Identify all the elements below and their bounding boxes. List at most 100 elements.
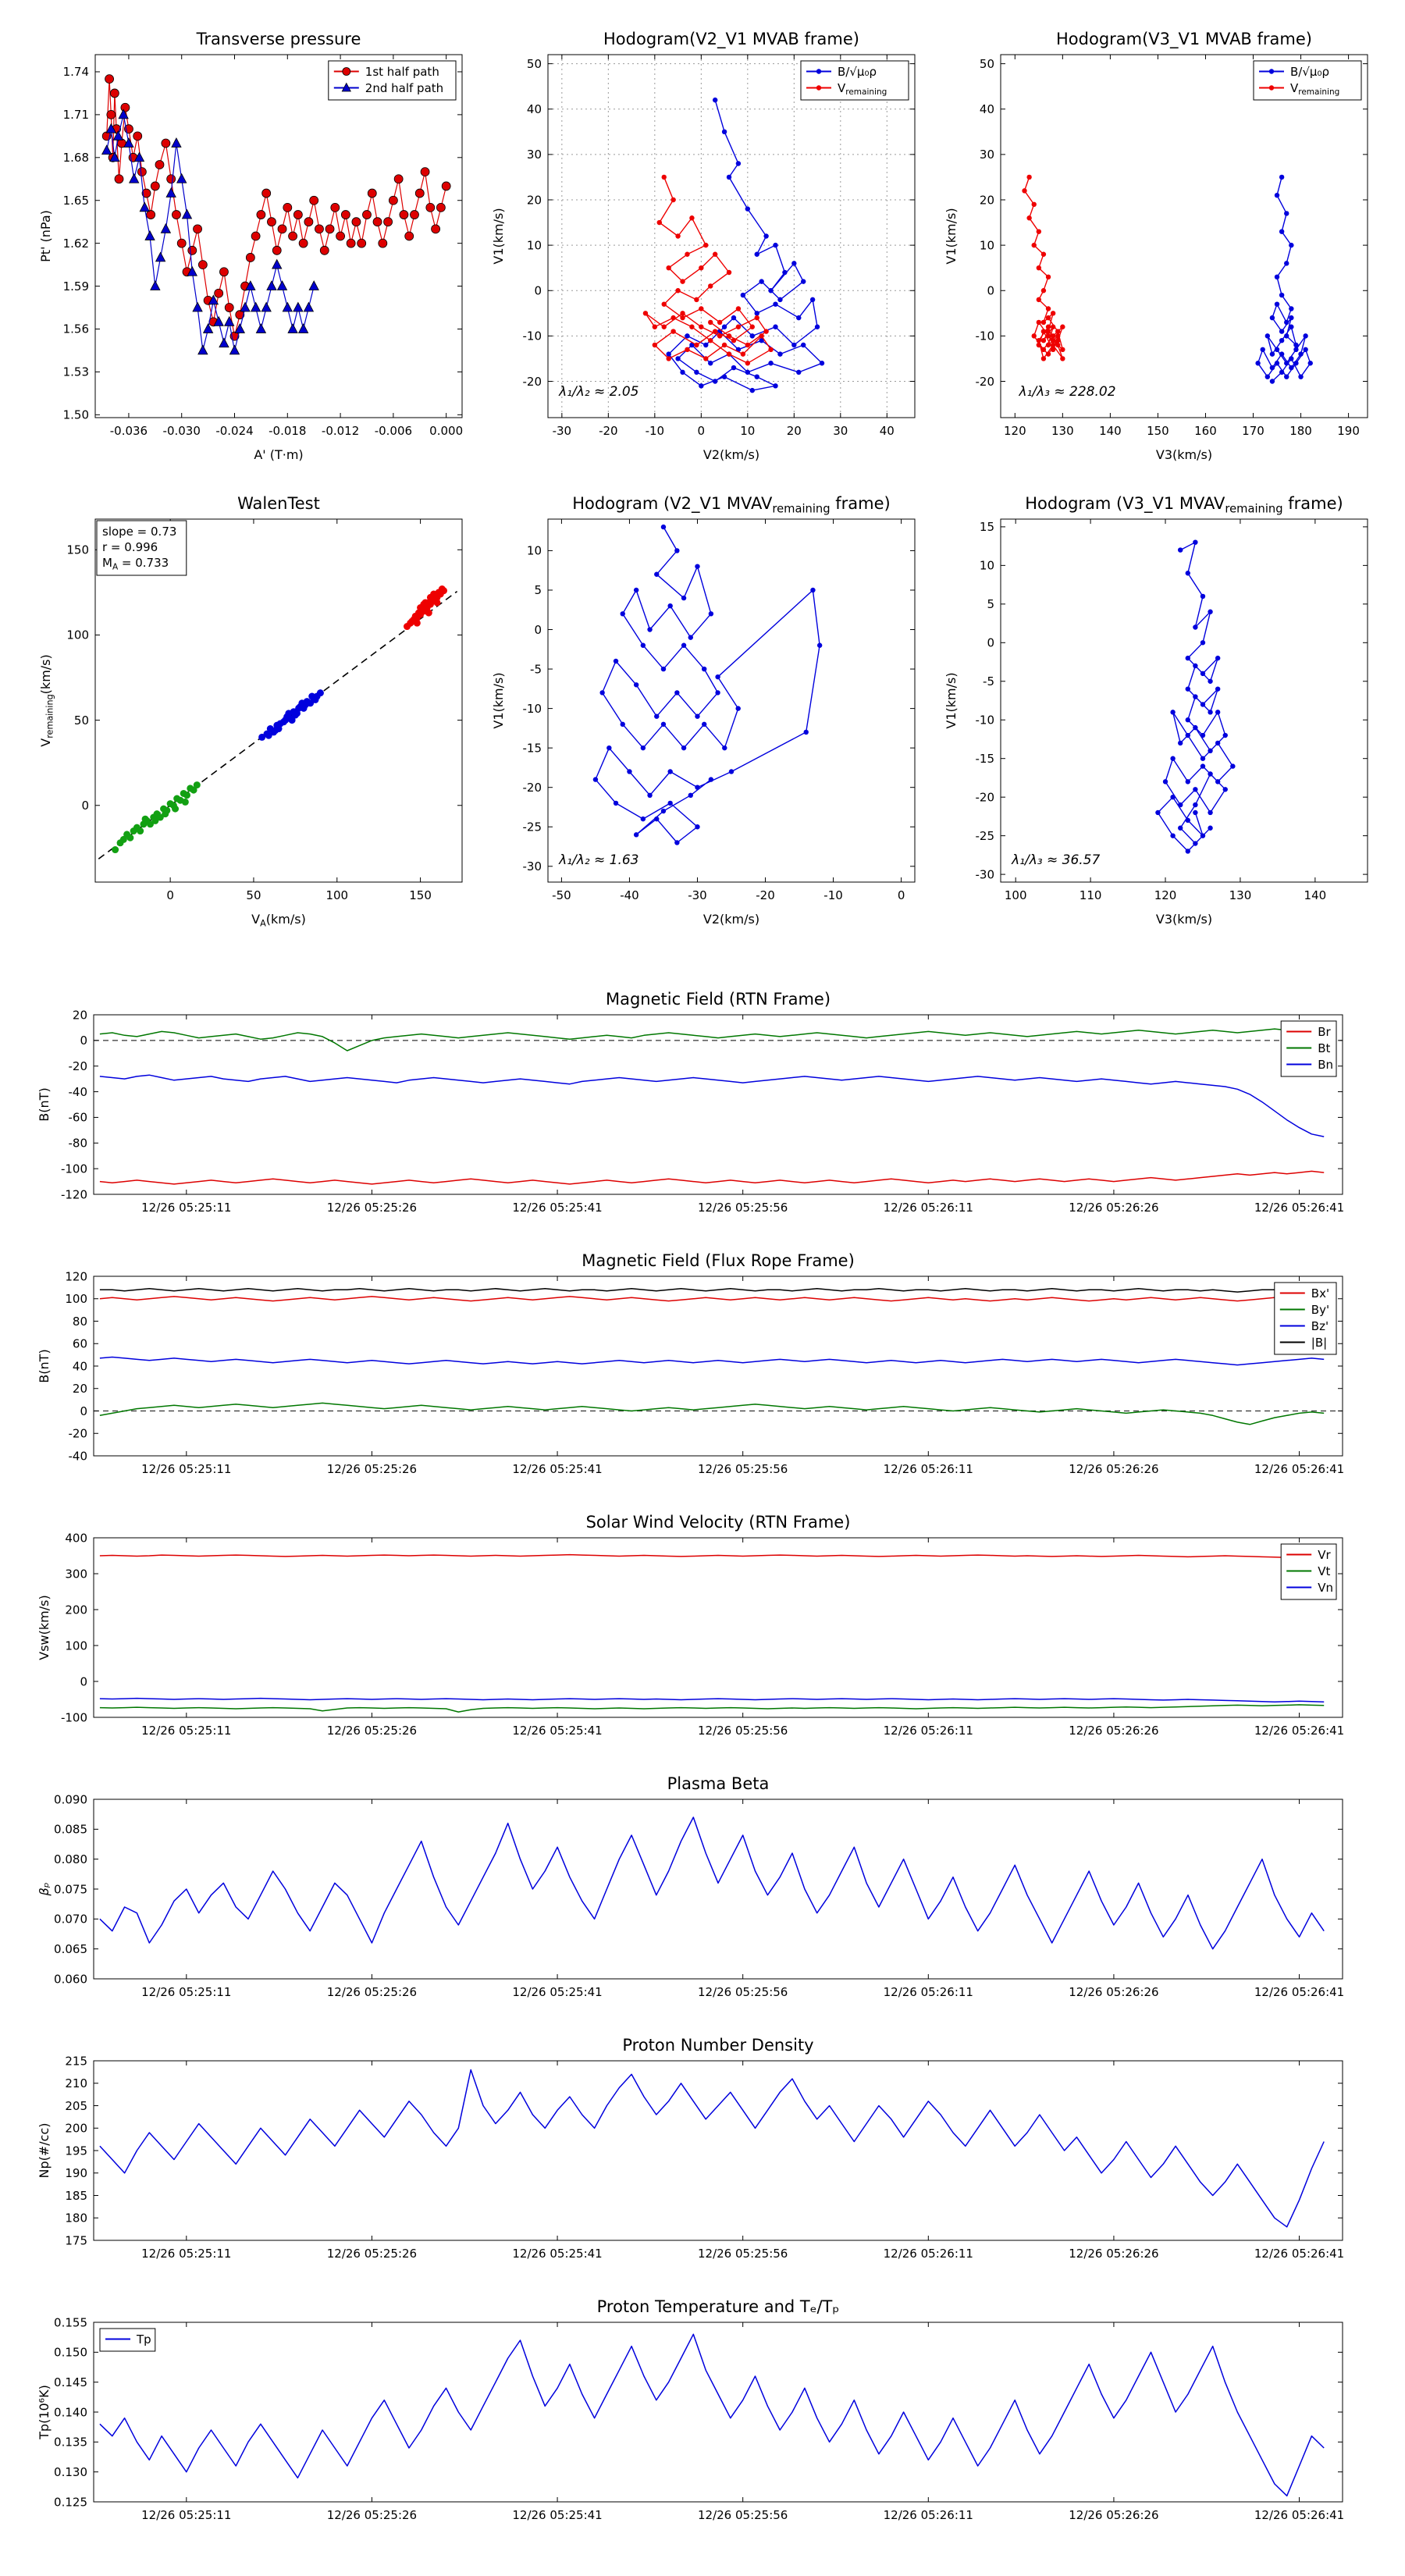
svg-text:60: 60 xyxy=(73,1337,87,1351)
panel-solar-wind-velocity: 12/26 05:25:11 12/26 05:25:26 12/26 05:25:… xyxy=(8,1503,1397,1760)
svg-text:0.130: 0.130 xyxy=(54,2465,87,2479)
svg-text:λ₁/λ₂ ≈ 2.05: λ₁/λ₂ ≈ 2.05 xyxy=(558,384,638,400)
svg-text:0: 0 xyxy=(898,888,905,902)
svg-text:Hodogram (V2_V1 MVAVremaining: Hodogram (V2_V1 MVAVremaining frame) xyxy=(572,494,890,516)
svg-text:0.155: 0.155 xyxy=(54,2315,87,2329)
svg-text:λ₁/λ₃ ≈ 228.02: λ₁/λ₃ ≈ 228.02 xyxy=(1019,384,1116,400)
svg-text:Vr: Vr xyxy=(1318,1548,1331,1562)
svg-text:Bn: Bn xyxy=(1318,1058,1333,1072)
svg-text:12/26 05:25:26: 12/26 05:25:26 xyxy=(327,1462,417,1476)
svg-text:-30: -30 xyxy=(553,424,572,438)
svg-text:WalenTest: WalenTest xyxy=(237,494,320,513)
panel-proton-number-density: 12/26 05:25:11 12/26 05:25:26 12/26 05:25:… xyxy=(8,2026,1397,2283)
svg-text:V1(km/s): V1(km/s) xyxy=(944,672,959,728)
svg-text:0.000: 0.000 xyxy=(429,424,463,438)
svg-text:λ₁/λ₂ ≈ 1.63: λ₁/λ₂ ≈ 1.63 xyxy=(558,852,638,868)
svg-text:Np(#/cc): Np(#/cc) xyxy=(37,2123,52,2179)
svg-text:-100: -100 xyxy=(61,1710,87,1724)
svg-text:-15: -15 xyxy=(976,752,995,766)
svg-text:120: 120 xyxy=(1004,424,1026,438)
svg-text:0.150: 0.150 xyxy=(54,2346,87,2360)
svg-text:180: 180 xyxy=(65,2211,87,2226)
svg-text:0: 0 xyxy=(534,284,542,298)
svg-text:βₚ: βₚ xyxy=(37,1882,52,1896)
svg-text:12/26 05:25:56: 12/26 05:25:56 xyxy=(698,2247,788,2261)
svg-text:12/26 05:25:41: 12/26 05:25:41 xyxy=(512,1201,602,1215)
svg-text:B/√μ₀ρ: B/√μ₀ρ xyxy=(838,65,877,79)
svg-text:12/26 05:26:26: 12/26 05:26:26 xyxy=(1069,1462,1158,1476)
svg-text:-120: -120 xyxy=(61,1187,87,1201)
svg-text:0.125: 0.125 xyxy=(54,2495,87,2509)
svg-text:12/26 05:25:11: 12/26 05:25:11 xyxy=(141,2508,231,2522)
svg-text:-20: -20 xyxy=(523,781,542,795)
svg-text:100: 100 xyxy=(65,1638,87,1653)
svg-text:200: 200 xyxy=(65,1603,87,1617)
svg-text:300: 300 xyxy=(65,1567,87,1581)
svg-text:0: 0 xyxy=(80,1404,87,1418)
svg-text:-20: -20 xyxy=(599,424,618,438)
panel-walen-test: 0 50 100 150 0 50 100 150 WalenTest VA(km/s) Vrema… xyxy=(23,484,476,937)
svg-text:-0.024: -0.024 xyxy=(215,424,253,438)
svg-text:0.145: 0.145 xyxy=(54,2375,87,2389)
svg-text:30: 30 xyxy=(980,148,994,162)
panel-magnetic-field-flux-rope: 12/26 05:25:11 12/26 05:25:26 12/26 05:25:… xyxy=(8,1241,1397,1499)
svg-text:r = 0.996: r = 0.996 xyxy=(102,540,158,554)
svg-text:12/26 05:25:56: 12/26 05:25:56 xyxy=(698,1985,788,1999)
svg-text:400: 400 xyxy=(65,1531,87,1545)
svg-text:B/√μ₀ρ: B/√μ₀ρ xyxy=(1290,65,1329,79)
svg-text:-60: -60 xyxy=(69,1111,88,1125)
svg-text:1.65: 1.65 xyxy=(63,194,89,208)
svg-text:12/26 05:25:56: 12/26 05:25:56 xyxy=(698,2508,788,2522)
svg-text:Tp: Tp xyxy=(136,2332,151,2347)
svg-text:0.075: 0.075 xyxy=(54,1882,87,1896)
svg-text:-10: -10 xyxy=(823,888,843,902)
svg-text:20: 20 xyxy=(527,193,542,207)
svg-text:Hodogram(V3_V1 MVAB frame): Hodogram(V3_V1 MVAB frame) xyxy=(1056,30,1312,49)
svg-text:0: 0 xyxy=(81,799,89,813)
panel-hodogram-v3v1-mvab: 120 130 140 150 160 170 180 190 -20 -10 0 10 20 30 40 5… xyxy=(929,20,1382,472)
svg-text:Hodogram(V2_V1 MVAB frame): Hodogram(V2_V1 MVAB frame) xyxy=(603,30,859,49)
svg-text:10: 10 xyxy=(740,424,755,438)
svg-text:0: 0 xyxy=(987,284,994,298)
svg-text:130: 130 xyxy=(1229,888,1252,902)
svg-text:180: 180 xyxy=(1289,424,1312,438)
svg-text:1.71: 1.71 xyxy=(63,108,89,122)
svg-text:50: 50 xyxy=(246,888,261,902)
svg-text:0.135: 0.135 xyxy=(54,2435,87,2450)
svg-text:0.090: 0.090 xyxy=(54,1792,87,1806)
svg-text:5: 5 xyxy=(534,583,542,597)
svg-text:1.59: 1.59 xyxy=(63,279,89,294)
svg-text:VA(km/s): VA(km/s) xyxy=(251,912,306,929)
svg-text:175: 175 xyxy=(65,2233,87,2247)
svg-text:Magnetic Field (Flux Rope Fram: Magnetic Field (Flux Rope Frame) xyxy=(582,1251,855,1270)
svg-text:Vremaining: Vremaining xyxy=(838,81,887,97)
svg-text:12/26 05:25:26: 12/26 05:25:26 xyxy=(327,1724,417,1738)
svg-text:-80: -80 xyxy=(69,1137,88,1151)
svg-text:-20: -20 xyxy=(523,375,542,389)
svg-text:12/26 05:26:41: 12/26 05:26:41 xyxy=(1254,1985,1344,1999)
svg-text:120: 120 xyxy=(65,1269,87,1283)
svg-text:12/26 05:25:11: 12/26 05:25:11 xyxy=(141,1985,231,1999)
svg-text:150: 150 xyxy=(409,888,432,902)
svg-text:30: 30 xyxy=(833,424,848,438)
svg-text:12/26 05:26:26: 12/26 05:26:26 xyxy=(1069,2508,1158,2522)
svg-text:12/26 05:26:11: 12/26 05:26:11 xyxy=(884,2508,973,2522)
svg-text:200: 200 xyxy=(65,2122,87,2136)
svg-text:-25: -25 xyxy=(523,820,542,834)
svg-text:12/26 05:25:41: 12/26 05:25:41 xyxy=(512,2247,602,2261)
svg-text:12/26 05:26:26: 12/26 05:26:26 xyxy=(1069,2247,1158,2261)
svg-text:0.065: 0.065 xyxy=(54,1942,87,1956)
svg-text:1.68: 1.68 xyxy=(63,151,89,165)
svg-text:0: 0 xyxy=(987,636,994,650)
svg-text:Br: Br xyxy=(1318,1025,1331,1039)
svg-text:-0.012: -0.012 xyxy=(322,424,359,438)
svg-text:-0.006: -0.006 xyxy=(375,424,412,438)
svg-text:Proton Number Density: Proton Number Density xyxy=(622,2036,813,2055)
svg-text:-0.036: -0.036 xyxy=(110,424,148,438)
svg-text:12/26 05:25:11: 12/26 05:25:11 xyxy=(141,2247,231,2261)
svg-text:160: 160 xyxy=(1194,424,1217,438)
svg-text:40: 40 xyxy=(527,102,542,116)
svg-text:-15: -15 xyxy=(523,741,542,755)
panel-proton-temperature: 12/26 05:25:11 12/26 05:25:26 12/26 05:25:… xyxy=(8,2287,1397,2545)
svg-text:-40: -40 xyxy=(69,1085,88,1099)
